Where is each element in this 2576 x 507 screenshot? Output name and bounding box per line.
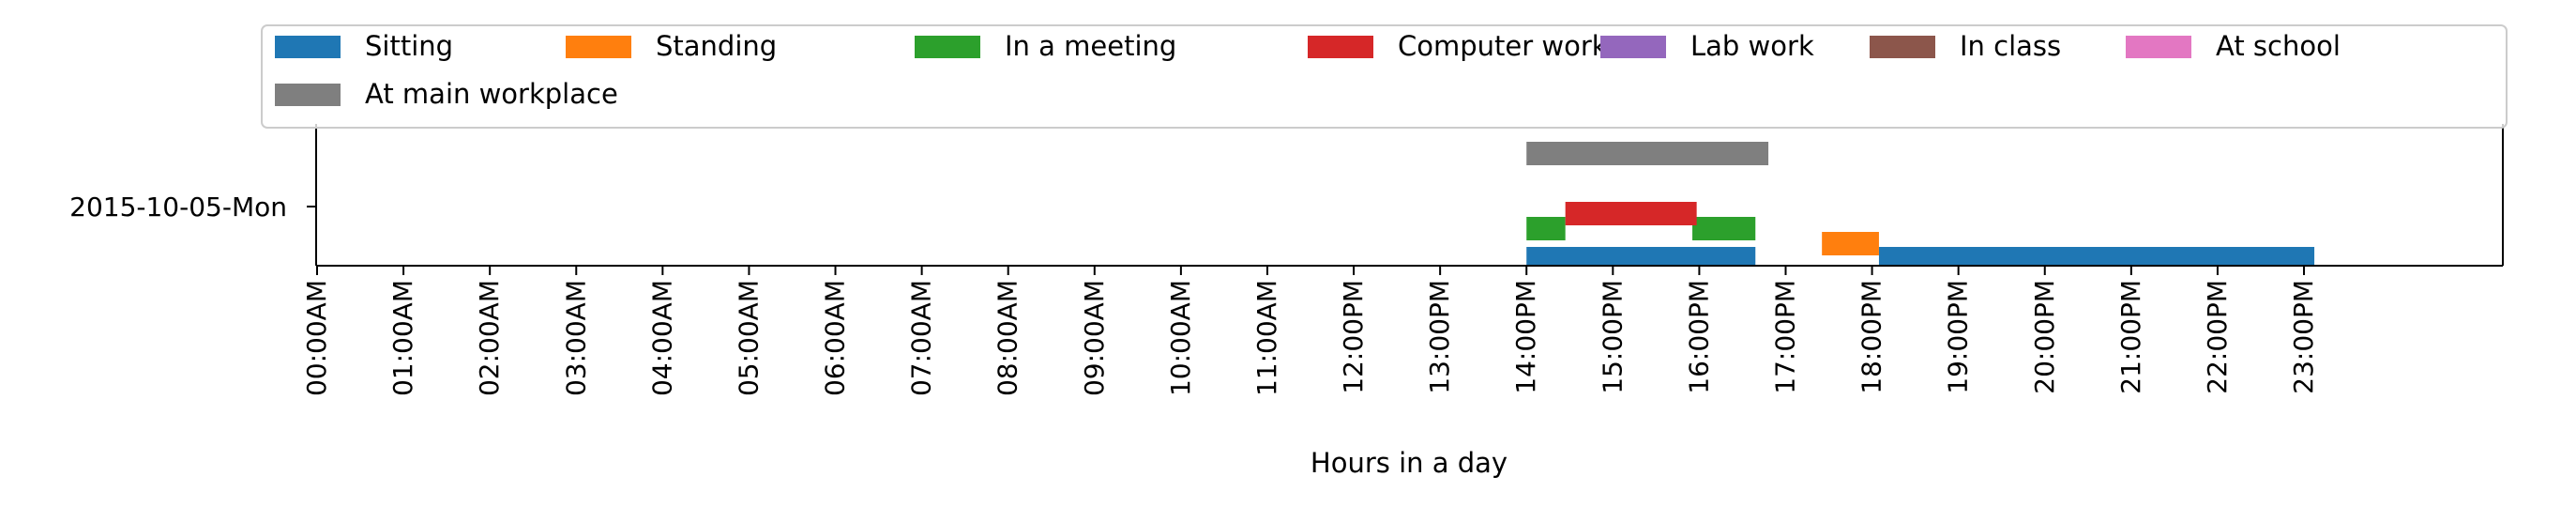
legend-label-lab-work: Lab work xyxy=(1690,30,1814,62)
bar-standing xyxy=(1822,232,1879,255)
bar-computer-work xyxy=(1565,202,1697,225)
legend-swatch-sitting xyxy=(275,36,341,58)
y-tick-label-day: 2015-10-05-Mon xyxy=(69,192,287,223)
legend-label-at-main-workplace: At main workplace xyxy=(365,78,618,110)
legend-swatch-in-a-meeting xyxy=(915,36,980,58)
x-tick-label: 10:00AM xyxy=(1165,280,1196,396)
bar-sitting xyxy=(1878,247,2315,266)
x-tick-label: 22:00PM xyxy=(2202,280,2233,394)
x-tick-label: 16:00PM xyxy=(1683,280,1714,394)
x-tick-label: 20:00PM xyxy=(2029,280,2060,394)
x-tick-label: 03:00AM xyxy=(560,280,591,396)
x-tick-label: 19:00PM xyxy=(1943,280,1974,394)
x-tick-label: 13:00PM xyxy=(1424,280,1455,394)
bar-in-a-meeting xyxy=(1526,217,1566,240)
x-tick-label: 18:00PM xyxy=(1856,280,1887,394)
x-tick-label: 00:00AM xyxy=(301,280,332,396)
legend-label-in-class: In class xyxy=(1960,30,2061,62)
legend-swatch-computer-work xyxy=(1308,36,1373,58)
x-tick-label: 02:00AM xyxy=(474,280,505,396)
legend-label-at-school: At school xyxy=(2216,30,2341,62)
x-tick-label: 23:00PM xyxy=(2288,280,2319,394)
x-tick-label: 05:00AM xyxy=(733,280,764,396)
x-tick-label: 21:00PM xyxy=(2115,280,2146,394)
legend-label-sitting: Sitting xyxy=(365,30,453,62)
activity-bars xyxy=(1526,142,2315,266)
x-tick-label: 12:00PM xyxy=(1338,280,1369,394)
legend-swatch-in-class xyxy=(1870,36,1935,58)
legend-swatch-at-main-workplace xyxy=(275,84,341,106)
bar-sitting xyxy=(1526,247,1756,266)
legend-label-standing: Standing xyxy=(656,30,777,62)
x-tick-label: 09:00AM xyxy=(1079,280,1110,396)
x-axis-label: Hours in a day xyxy=(1311,447,1508,479)
x-tick-label: 06:00AM xyxy=(820,280,851,396)
x-tick-label: 07:00AM xyxy=(906,280,937,396)
legend-label-in-a-meeting: In a meeting xyxy=(1005,30,1176,62)
x-tick-label: 15:00PM xyxy=(1597,280,1628,394)
x-tick-label: 11:00AM xyxy=(1251,280,1282,396)
x-tick-label: 08:00AM xyxy=(993,280,1023,396)
x-ticks: 00:00AM 01:00AM 02:00AM 03:00AM 04:00AM 05:00… xyxy=(301,266,2319,396)
x-tick-label: 14:00PM xyxy=(1510,280,1541,394)
x-tick-label: 17:00PM xyxy=(1769,280,1800,394)
legend-label-computer-work: Computer work xyxy=(1398,30,1608,62)
bar-in-a-meeting xyxy=(1692,217,1756,240)
legend-swatch-standing xyxy=(566,36,631,58)
legend: Sitting Standing In a meeting Computer work… xyxy=(261,24,2508,129)
bar-at-main-workplace xyxy=(1526,142,1769,165)
legend-swatch-lab-work xyxy=(1600,36,1666,58)
x-tick-label: 01:00AM xyxy=(387,280,418,396)
x-tick-label: 04:00AM xyxy=(646,280,677,396)
legend-swatch-at-school xyxy=(2126,36,2191,58)
legend-frame xyxy=(261,24,2508,129)
axes: 2015-10-05-Mon xyxy=(69,124,2504,267)
